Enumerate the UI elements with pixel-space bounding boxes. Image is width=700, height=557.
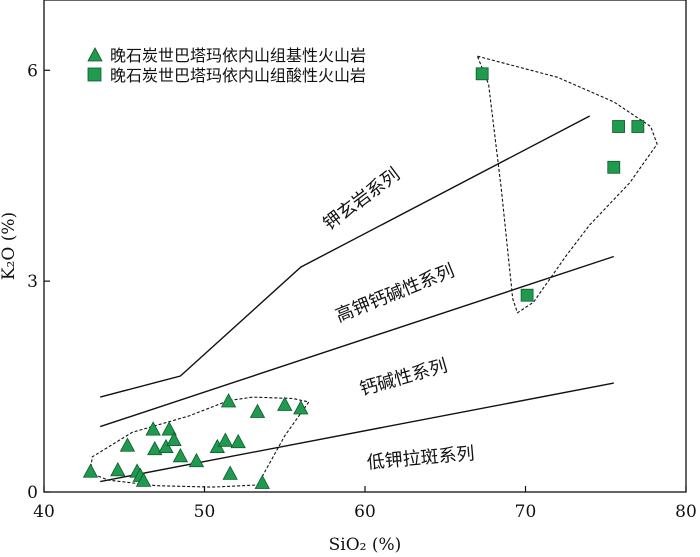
point-basic-1 [110, 462, 126, 477]
point-acidic-2 [607, 160, 621, 174]
point-basic-20 [277, 396, 293, 411]
x-tick-label-3: 70 [515, 502, 537, 522]
boundary-line-2 [100, 382, 614, 483]
boundary-line-0 [100, 115, 591, 398]
point-acidic-4 [631, 120, 645, 133]
y-axis-label: K₂O (%) [0, 212, 19, 280]
point-basic-18 [249, 403, 266, 418]
point-basic-2 [119, 437, 136, 452]
region-label-2: 钙碱性系列 [357, 355, 449, 400]
point-basic-15 [220, 393, 237, 408]
legend: 晚石炭世巴塔玛依内山组基性火山岩 晚石炭世巴塔玛依内山组酸性火山岩 [87, 46, 366, 85]
legend-label-acidic: 晚石炭世巴塔玛依内山组酸性火山岩 [110, 66, 366, 85]
point-basic-0 [82, 463, 99, 478]
point-basic-5 [135, 472, 152, 487]
point-basic-21 [293, 400, 309, 415]
point-basic-8 [158, 438, 174, 454]
point-acidic-3 [612, 120, 625, 133]
point-basic-9 [161, 421, 177, 436]
point-basic-11 [172, 447, 189, 463]
legend-triangle-marker [87, 47, 103, 62]
legend-label-basic: 晚石炭世巴塔玛依内山组基性火山岩 [110, 46, 366, 65]
point-acidic-0 [475, 67, 489, 81]
x-tick-label-0: 40 [33, 502, 55, 522]
point-acidic-1 [520, 288, 534, 302]
axis-ticks: 40 50 60 70 80 0 3 6 [27, 61, 697, 522]
region-label-0: 钾玄岩系列 [319, 164, 404, 235]
point-basic-19 [254, 474, 270, 489]
x-tick-label-1: 50 [194, 502, 216, 522]
point-basic-12 [188, 452, 205, 468]
boundary-line-1 [99, 255, 615, 428]
legend-square-marker [87, 67, 102, 82]
x-tick-label-2: 60 [354, 502, 376, 522]
enclosure-layer [88, 55, 658, 488]
x-tick-label-4: 80 [675, 502, 697, 522]
point-basic-10 [166, 431, 182, 447]
point-basic-17 [230, 433, 246, 449]
boundary-lines [99, 115, 615, 483]
region-label-3: 低钾拉斑系列 [366, 443, 475, 473]
region-label-1: 高钾钙碱性系列 [333, 260, 458, 327]
enclosure-1 [476, 55, 658, 314]
point-basic-6 [145, 421, 161, 436]
y-tick-label-1: 3 [27, 272, 38, 292]
data-points [82, 67, 645, 489]
point-basic-14 [217, 432, 234, 447]
point-basic-7 [147, 440, 163, 456]
point-basic-16 [222, 465, 238, 480]
x-axis-label: SiO₂ (%) [329, 535, 402, 555]
y-tick-label-0: 0 [27, 483, 38, 503]
y-tick-label-2: 6 [27, 61, 38, 81]
